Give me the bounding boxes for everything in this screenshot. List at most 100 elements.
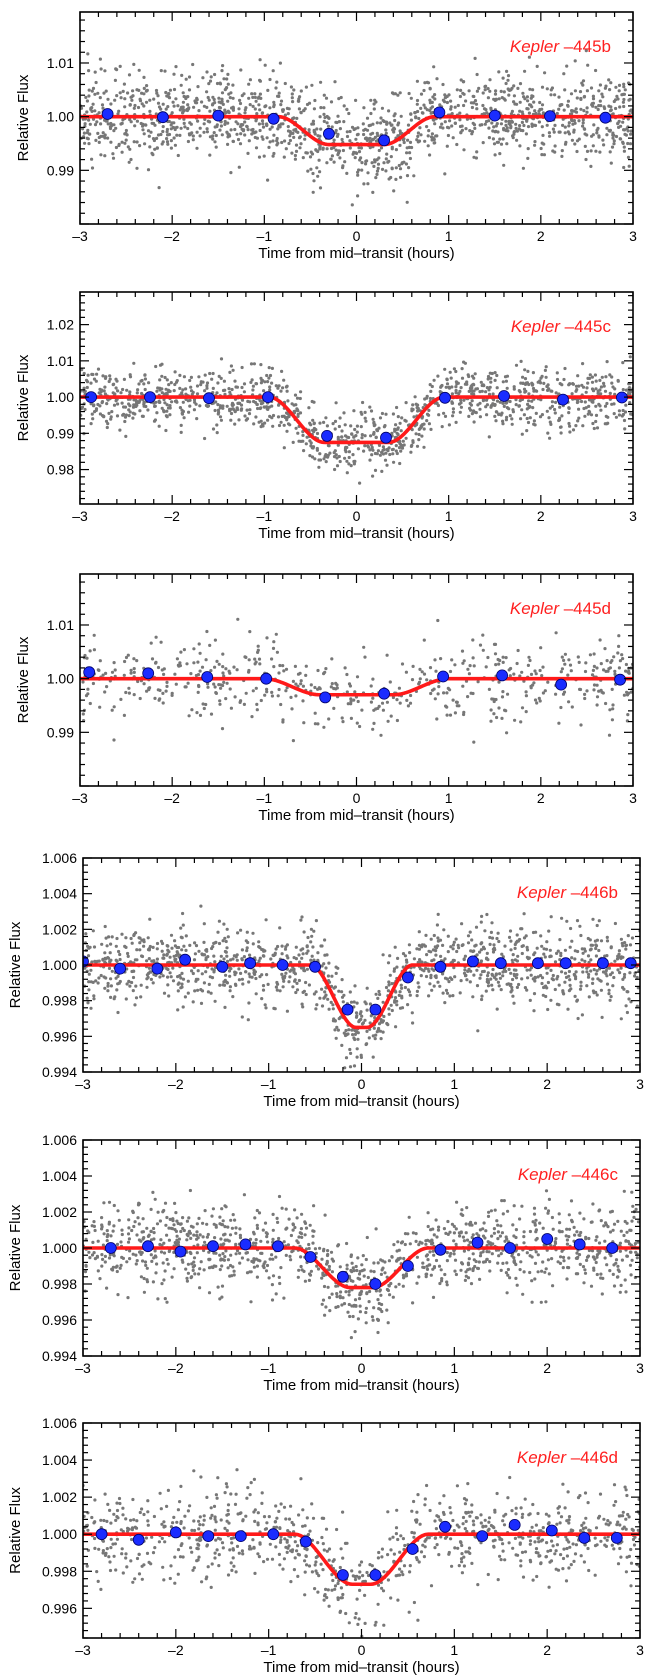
raw-data-point (172, 87, 177, 92)
raw-data-point (540, 981, 544, 986)
raw-data-point (237, 978, 241, 982)
raw-data-point (493, 414, 497, 418)
raw-data-point (626, 670, 630, 674)
raw-data-point (486, 984, 491, 988)
raw-data-point (523, 69, 527, 73)
raw-data-point (160, 142, 164, 146)
raw-data-point (176, 982, 180, 986)
raw-data-point (545, 384, 549, 388)
raw-data-point (165, 378, 169, 382)
raw-data-point (523, 382, 528, 386)
raw-data-point (132, 667, 136, 671)
raw-data-point (363, 434, 367, 438)
raw-data-point (327, 444, 331, 448)
raw-data-point (422, 672, 427, 676)
raw-data-point (549, 422, 553, 426)
raw-data-point (112, 123, 116, 127)
raw-data-point (345, 471, 349, 475)
raw-data-point (351, 1033, 355, 1037)
raw-data-point (413, 111, 417, 115)
raw-data-point (609, 81, 613, 85)
raw-data-point (240, 948, 244, 952)
raw-data-point (213, 140, 217, 144)
raw-data-point (610, 971, 614, 975)
raw-data-point (599, 408, 603, 412)
raw-data-point (586, 63, 590, 67)
raw-data-point (400, 446, 405, 450)
raw-data-point (472, 420, 476, 424)
raw-data-point (103, 154, 107, 158)
raw-data-point (492, 946, 496, 950)
raw-data-point (367, 1036, 371, 1040)
raw-data-point (181, 91, 185, 95)
raw-data-point (187, 714, 191, 718)
raw-data-point (594, 149, 598, 153)
raw-data-point (544, 375, 548, 379)
raw-data-point (567, 121, 571, 125)
raw-data-point (398, 91, 402, 95)
raw-data-point (158, 363, 163, 367)
raw-data-point (516, 648, 520, 653)
raw-data-point (464, 127, 468, 131)
raw-data-point (536, 975, 540, 979)
raw-data-point (576, 400, 580, 404)
raw-data-point (488, 942, 492, 947)
raw-data-point (166, 948, 170, 952)
raw-data-point (443, 172, 447, 176)
raw-data-point (583, 959, 587, 964)
raw-data-point (87, 118, 91, 122)
raw-data-point (430, 967, 434, 971)
raw-data-point (158, 400, 162, 404)
raw-data-point (215, 391, 219, 395)
raw-data-point (229, 91, 233, 95)
raw-data-point (379, 733, 383, 737)
raw-data-point (379, 121, 383, 125)
raw-data-point (305, 951, 309, 955)
raw-data-point (314, 1007, 318, 1011)
raw-data-point (422, 427, 426, 431)
raw-data-point (166, 983, 170, 987)
raw-data-point (115, 68, 119, 72)
raw-data-point (604, 84, 608, 88)
raw-data-point (220, 97, 224, 101)
raw-data-point (248, 408, 252, 412)
raw-data-point (428, 383, 432, 387)
raw-data-point (375, 1030, 379, 1034)
raw-data-point (383, 424, 387, 428)
raw-data-point (277, 91, 281, 95)
raw-data-point (346, 702, 350, 706)
raw-data-point (579, 399, 584, 404)
raw-data-point (582, 109, 586, 113)
raw-data-point (345, 1033, 349, 1037)
transit-model-line (80, 395, 633, 445)
raw-data-point (89, 980, 93, 984)
raw-data-point (343, 160, 347, 164)
raw-data-point (345, 690, 349, 694)
raw-data-point (494, 977, 498, 981)
raw-data-point (524, 710, 528, 714)
raw-data-point (103, 951, 107, 955)
raw-data-point (619, 937, 624, 941)
raw-data-point (456, 103, 460, 108)
raw-data-point (509, 126, 513, 130)
raw-data-point (108, 951, 112, 955)
raw-data-point (408, 151, 412, 155)
raw-data-point (131, 89, 135, 93)
raw-data-point (613, 959, 617, 963)
raw-data-point (496, 130, 500, 134)
raw-data-point (157, 424, 161, 428)
raw-data-point (192, 661, 196, 665)
raw-data-point (222, 77, 226, 81)
raw-data-point (592, 664, 597, 669)
raw-data-point (339, 95, 343, 100)
raw-data-point (424, 933, 428, 938)
raw-data-point (365, 116, 370, 120)
raw-data-point (567, 969, 572, 974)
raw-data-point (206, 990, 210, 994)
raw-data-point (99, 67, 103, 71)
raw-data-point (329, 157, 333, 161)
raw-data-point (360, 436, 364, 440)
raw-data-point (624, 947, 628, 951)
raw-data-point (195, 96, 199, 100)
